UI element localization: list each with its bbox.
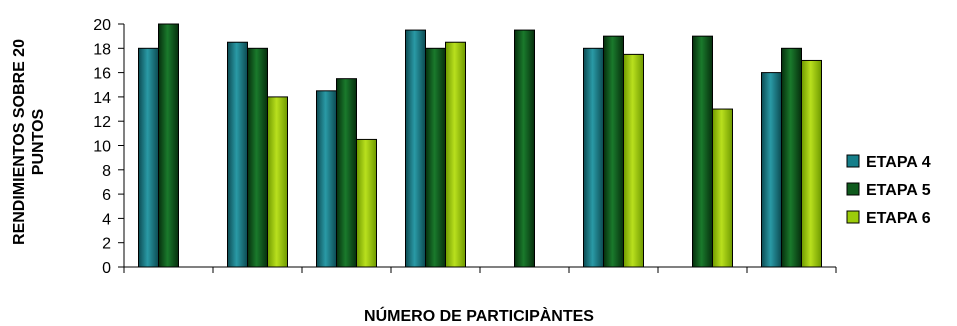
legend-label-etapa-5: ETAPA 5: [866, 182, 931, 199]
bar-etapa-6-3: [356, 138, 377, 268]
bar-etapa-4-8: [761, 72, 782, 268]
y-tick-label-1: 2: [102, 236, 111, 253]
y-tick-label-4: 8: [102, 163, 111, 180]
bar-etapa-5-8: [781, 47, 802, 268]
y-tick-label-5: 10: [93, 139, 111, 156]
y-tick-label-9: 18: [93, 41, 111, 58]
bar-etapa-4-4: [405, 29, 426, 268]
y-tick-label-0: 0: [102, 260, 111, 277]
bar-etapa-5-7: [692, 35, 713, 268]
bars-group: [138, 23, 822, 268]
legend-label-etapa-4: ETAPA 4: [866, 154, 931, 171]
legend-swatch-etapa-6: [846, 210, 860, 224]
legend-swatch-etapa-5: [846, 182, 860, 196]
y-tick-label-6: 12: [93, 114, 111, 131]
bar-etapa-4-6: [583, 47, 604, 268]
bar-etapa-6-2: [267, 96, 288, 268]
bar-etapa-5-3: [336, 78, 357, 268]
x-axis-title: NÚMERO DE PARTICIPÀNTES: [364, 306, 594, 325]
y-tick-label-2: 4: [102, 211, 111, 228]
bar-etapa-4-3: [316, 90, 337, 268]
bar-etapa-5-5: [514, 29, 535, 268]
bar-etapa-5-1: [158, 23, 179, 268]
y-tick-label-8: 16: [93, 66, 111, 83]
legend: ETAPA 4 ETAPA 5 ETAPA 6: [846, 154, 931, 227]
bar-etapa-5-6: [603, 35, 624, 268]
y-axis-ticks: 0 2 4 6 8 10 12 14 16 18 20: [93, 17, 124, 277]
bar-etapa-5-4: [425, 47, 446, 268]
y-axis-title-line-2: PUNTOS: [30, 108, 47, 175]
bar-etapa-5-2: [247, 47, 268, 268]
bar-etapa-4-1: [138, 47, 159, 268]
bar-etapa-6-8: [801, 59, 822, 268]
bar-etapa-4-2: [227, 41, 248, 268]
legend-swatch-etapa-4: [846, 154, 860, 168]
bar-etapa-6-6: [623, 53, 644, 268]
y-tick-label-10: 20: [93, 17, 111, 34]
legend-label-etapa-6: ETAPA 6: [866, 210, 931, 227]
y-axis-title: RENDIMIENTOS SOBRE 20 PUNTOS: [11, 39, 47, 245]
x-axis-ticks: [123, 267, 837, 273]
bar-etapa-6-7: [712, 108, 733, 268]
y-tick-label-7: 14: [93, 90, 111, 107]
y-axis-title-line-1: RENDIMIENTOS SOBRE 20: [11, 39, 28, 245]
bar-etapa-6-4: [445, 41, 466, 268]
y-tick-label-3: 6: [102, 187, 111, 204]
